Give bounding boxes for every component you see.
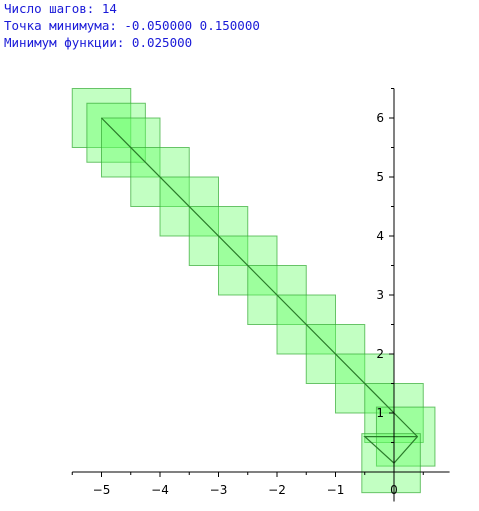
x-tick-label: −5: [93, 483, 111, 497]
steps-count-line: Число шагов: 14: [4, 1, 117, 16]
y-tick-label: 3: [376, 288, 384, 302]
minimum-value-line: Минимум функции: 0.025000: [4, 35, 193, 50]
y-tick-label: 2: [376, 347, 384, 361]
x-tick-label: −2: [268, 483, 286, 497]
x-tick-label: −3: [210, 483, 228, 497]
plot-axes: −5 −4 −3 −2 −1 0 1 2 3 4 5 6: [71, 88, 450, 502]
x-tick-label: 0: [390, 483, 398, 497]
y-tick-label: 4: [376, 229, 384, 243]
maple-output-text: Число шагов: 14 Точка минимума: -0.05000…: [4, 0, 260, 51]
y-tick-label: 6: [376, 111, 384, 125]
y-tick-label: 5: [376, 170, 384, 184]
descent-path: [101, 117, 419, 464]
y-tick-label: 1: [376, 406, 384, 420]
x-tick-label: −1: [327, 483, 345, 497]
descent-path-line: [101, 117, 419, 464]
x-tick-label: −4: [151, 483, 169, 497]
minimum-point-line: Точка минимума: -0.050000 0.150000: [4, 18, 260, 33]
